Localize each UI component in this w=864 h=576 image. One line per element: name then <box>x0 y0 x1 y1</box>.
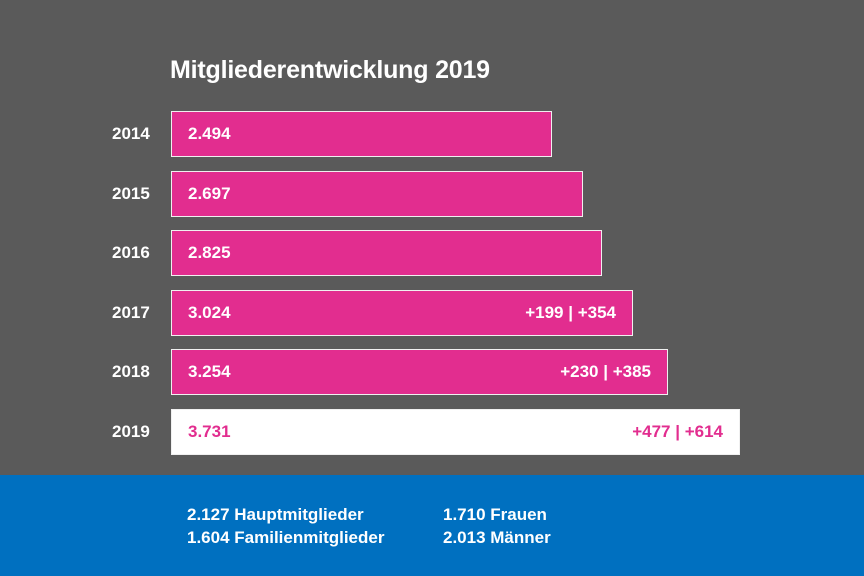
bar-value-label: 2.697 <box>188 184 231 203</box>
bar-2016: 2.825 <box>171 230 602 276</box>
stat-family-members: 1.604 Familienmitglieder <box>187 528 385 547</box>
bar-row-2018: 2018 3.254 +230 | +385 <box>0 349 864 395</box>
bar-chart: 2014 2.494 2015 2.697 2016 2.825 2017 3.024 +199… <box>0 111 864 455</box>
bar-row-2019: 2019 3.731 +477 | +614 <box>0 409 864 455</box>
category-label: 2017 <box>112 303 150 322</box>
bar-row-2016: 2016 2.825 <box>0 230 864 276</box>
bar-delta-label: +199 | +354 <box>525 303 616 322</box>
category-label: 2018 <box>112 362 150 381</box>
category-label: 2015 <box>112 184 150 203</box>
stat-men: 2.013 Männer <box>443 528 551 547</box>
category-label: 2016 <box>112 243 150 262</box>
bar-2017: 3.024 +199 | +354 <box>171 290 633 336</box>
stat-women: 1.710 Frauen <box>443 505 547 524</box>
bar-row-2015: 2015 2.697 <box>0 171 864 217</box>
chart-title: Mitgliederentwicklung 2019 <box>170 56 490 84</box>
bar-row-2014: 2014 2.494 <box>0 111 864 157</box>
bar-2019: 3.731 +477 | +614 <box>171 409 740 455</box>
bar-2014: 2.494 <box>171 111 552 157</box>
bar-2015: 2.697 <box>171 171 583 217</box>
bar-delta-label: +477 | +614 <box>632 422 723 441</box>
bar-2018: 3.254 +230 | +385 <box>171 349 668 395</box>
bar-value-label: 2.825 <box>188 243 231 262</box>
bar-value-label: 3.731 <box>188 422 231 441</box>
bar-row-2017: 2017 3.024 +199 | +354 <box>0 290 864 336</box>
bar-value-label: 3.024 <box>188 303 231 322</box>
category-label: 2014 <box>112 124 150 143</box>
bar-value-label: 2.494 <box>188 124 231 143</box>
summary-footer: 2.127 Hauptmitglieder 1.604 Familienmitg… <box>0 475 864 576</box>
bar-delta-label: +230 | +385 <box>560 362 651 381</box>
bar-value-label: 3.254 <box>188 362 231 381</box>
category-label: 2019 <box>112 422 150 441</box>
stat-main-members: 2.127 Hauptmitglieder <box>187 505 364 524</box>
